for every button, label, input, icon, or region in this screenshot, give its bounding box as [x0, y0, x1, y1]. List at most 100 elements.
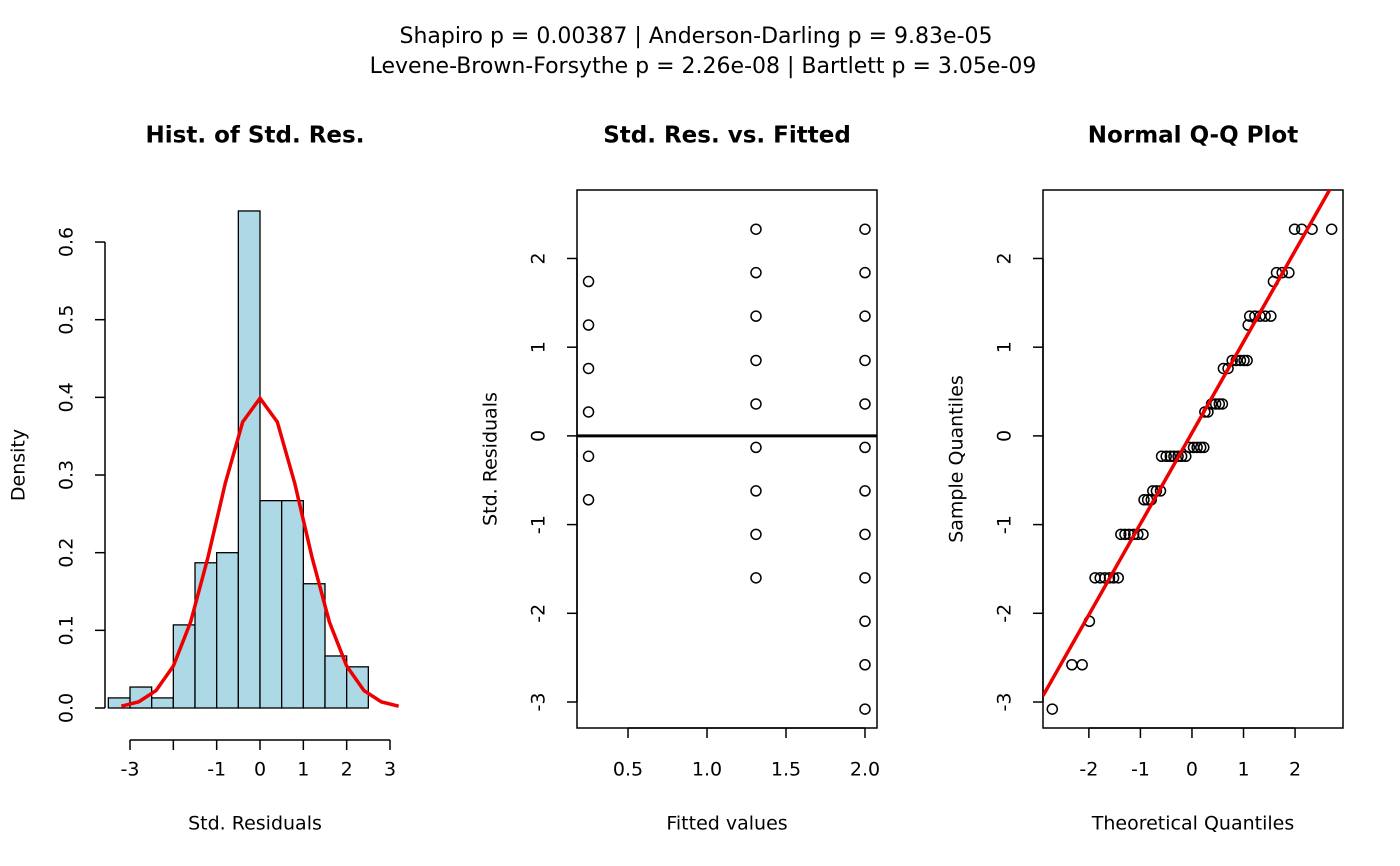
point: [750, 223, 762, 235]
y-tick-label: 0.2: [56, 538, 78, 568]
y-tick-label: -1: [528, 515, 550, 534]
bar: [151, 697, 174, 709]
bar: [259, 499, 283, 709]
point: [1198, 441, 1210, 454]
x-tick-label: -3: [121, 759, 140, 781]
point: [582, 406, 595, 418]
point: [859, 659, 871, 671]
point: [1115, 528, 1127, 541]
x-tick-label: 3: [384, 759, 396, 781]
point: [1172, 450, 1184, 463]
point: [1209, 398, 1222, 410]
point: [1325, 223, 1338, 235]
y-tick-label: 0.3: [55, 460, 77, 490]
panel-title: Std. Res. vs. Fitted: [603, 123, 851, 149]
y-tick-label: 0.4: [56, 382, 78, 412]
point: [1288, 223, 1301, 235]
panel-title: Normal Q-Q Plot: [1088, 123, 1298, 149]
point: [750, 572, 762, 584]
point: [1164, 450, 1177, 463]
y-tick-label: -1: [994, 515, 1016, 534]
header-line: Levene-Brown-Forsythe p = 2.26e-08 | Bar…: [370, 54, 1037, 79]
point: [1046, 703, 1059, 715]
x-tick-label: 1.0: [692, 759, 722, 781]
point: [1138, 494, 1150, 506]
point: [1216, 398, 1229, 410]
point: [859, 441, 871, 454]
point: [859, 485, 871, 497]
point: [1191, 441, 1203, 454]
y-tick-label: 1: [528, 341, 550, 353]
point: [1234, 354, 1247, 367]
point: [582, 494, 595, 506]
x-axis-label: Std. Residuals: [188, 813, 322, 835]
point: [859, 615, 871, 628]
point: [1238, 354, 1250, 367]
point: [1103, 572, 1116, 584]
x-tick-label: 0.5: [613, 759, 643, 781]
plot-box: [576, 189, 878, 729]
y-tick-label: 2: [528, 252, 550, 264]
panel-title: Hist. of Std. Res.: [146, 123, 365, 149]
point: [859, 572, 871, 584]
x-tick-label: 1: [297, 759, 309, 781]
point: [582, 450, 595, 463]
bar: [216, 552, 239, 709]
point: [859, 398, 871, 410]
x-tick-label: 1.5: [771, 759, 801, 781]
point: [859, 528, 871, 541]
point: [750, 528, 762, 541]
point: [859, 310, 871, 322]
y-tick-label: 0.1: [56, 615, 78, 645]
point: [1241, 354, 1253, 367]
point: [1119, 528, 1131, 541]
point: [1194, 441, 1207, 454]
y-tick-label: -3: [994, 693, 1016, 712]
point: [859, 354, 871, 367]
point: [1160, 450, 1172, 463]
y-tick-label: 0.5: [56, 305, 78, 335]
qq-line: [1043, 190, 1332, 697]
point: [1112, 572, 1125, 584]
y-tick-label: -3: [528, 693, 550, 712]
y-tick-label: 0: [528, 430, 550, 442]
point: [1276, 266, 1288, 279]
y-tick-label: 1: [994, 341, 1016, 353]
x-tick-label: -2: [1079, 759, 1098, 781]
x-tick-label: 2.0: [850, 759, 880, 781]
y-tick-label: -2: [994, 604, 1016, 623]
point: [582, 275, 595, 288]
x-tick-label: 1: [1237, 759, 1249, 781]
bar: [346, 666, 369, 709]
point: [750, 266, 762, 279]
y-tick-label: -2: [528, 604, 550, 623]
point: [1155, 450, 1168, 463]
y-tick-label: 0.6: [56, 227, 78, 257]
point: [582, 362, 595, 375]
x-tick-label: -1: [1131, 759, 1150, 781]
y-axis-label: Sample Quantiles: [946, 375, 968, 543]
point: [1076, 659, 1088, 671]
point: [750, 310, 762, 322]
x-axis-label: Fitted values: [666, 813, 787, 835]
plot-box: [1042, 189, 1344, 729]
point: [750, 398, 762, 410]
header-line: Shapiro p = 0.00387 | Anderson-Darling p…: [399, 24, 992, 49]
point: [1213, 398, 1226, 410]
point: [859, 223, 871, 235]
point: [1226, 354, 1238, 367]
y-tick-label: 0: [994, 430, 1016, 442]
bar: [281, 499, 304, 709]
point: [1265, 310, 1277, 322]
point: [582, 319, 595, 331]
x-tick-label: 0: [254, 759, 266, 781]
x-tick-label: 2: [1289, 759, 1301, 781]
point: [1259, 310, 1271, 322]
point: [859, 703, 871, 715]
x-axis-label: Theoretical Quantiles: [1091, 813, 1294, 835]
point: [859, 266, 871, 279]
x-tick-label: 0: [1186, 759, 1198, 781]
bar: [302, 583, 326, 709]
bar: [194, 562, 218, 709]
